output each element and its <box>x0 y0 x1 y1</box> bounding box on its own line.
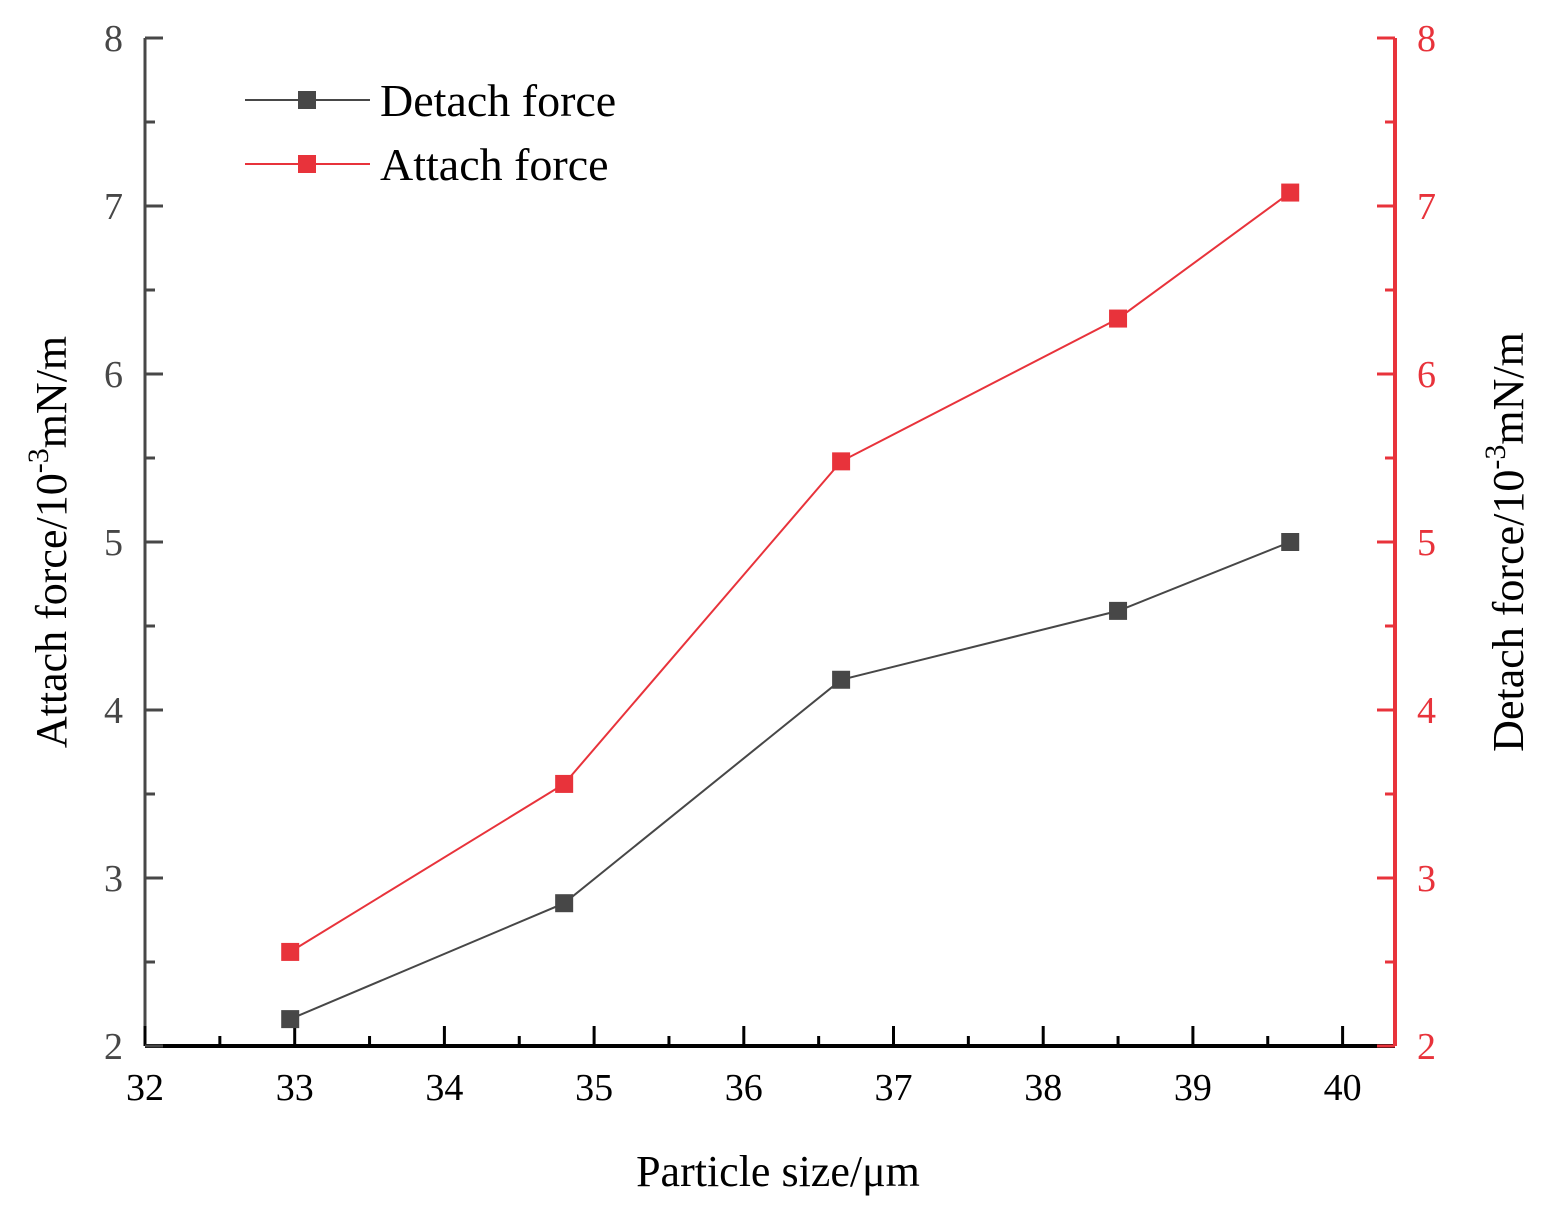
left-y-tick-label: 2 <box>104 1026 123 1068</box>
attach-force-point <box>555 774 574 793</box>
attach-force-line <box>289 191 1291 953</box>
detach-force-line <box>289 541 1291 1021</box>
legend-label-attach-force: Attach force <box>380 139 609 190</box>
legend: Detach force Attach force <box>245 75 616 190</box>
right-y-axis-title: Detach force/10-3mN/m <box>1479 332 1533 752</box>
x-tick-label: 34 <box>425 1067 463 1109</box>
left-y-tick-label: 5 <box>104 522 123 564</box>
left-y-tick-label: 4 <box>104 690 123 732</box>
attach-force-point <box>832 452 851 471</box>
left-y-tick-label: 3 <box>104 858 123 900</box>
left-y-tick-label: 6 <box>104 354 123 396</box>
right-y-tick-label: 8 <box>1417 18 1436 60</box>
x-tick-label: 33 <box>276 1067 314 1109</box>
attach-force-point <box>281 942 300 961</box>
legend-marker-detach-force <box>298 91 316 109</box>
x-tick-label: 36 <box>725 1067 763 1109</box>
detach-force-point <box>555 894 574 913</box>
right-y-tick-label: 5 <box>1417 522 1436 564</box>
right-y-tick-label: 2 <box>1417 1026 1436 1068</box>
right-y-tick-label: 4 <box>1417 690 1436 732</box>
legend-marker-attach-force <box>298 155 316 173</box>
axis-titles: Particle size/μm Attach force/10-3mN/m Det… <box>22 332 1533 1196</box>
x-tick-label: 38 <box>1024 1067 1062 1109</box>
left-y-tick-label: 7 <box>104 186 123 228</box>
left-y-tick-label: 8 <box>104 18 123 60</box>
right-y-tick-label: 7 <box>1417 186 1436 228</box>
right-y-tick-label: 3 <box>1417 858 1436 900</box>
x-tick-label: 32 <box>126 1067 164 1109</box>
axes: 32 33 34 35 36 37 38 39 402 23 34 45 56 67 78 8 <box>104 18 1436 1109</box>
x-tick-label: 39 <box>1174 1067 1212 1109</box>
x-tick-label: 40 <box>1324 1067 1362 1109</box>
detach-force-point <box>281 1010 300 1029</box>
x-tick-label: 37 <box>875 1067 913 1109</box>
left-y-axis-title: Attach force/10-3mN/m <box>22 336 76 748</box>
legend-label-detach-force: Detach force <box>380 75 616 126</box>
attach-force-point <box>1281 183 1300 202</box>
detach-force-point <box>1109 601 1128 620</box>
right-y-tick-label: 6 <box>1417 354 1436 396</box>
detach-force-point <box>832 670 851 689</box>
detach-force-point <box>1281 533 1300 551</box>
x-axis-title: Particle size/μm <box>636 1147 920 1196</box>
x-tick-label: 35 <box>575 1067 613 1109</box>
attach-force-point <box>1109 309 1128 328</box>
series-group <box>281 183 1300 1029</box>
